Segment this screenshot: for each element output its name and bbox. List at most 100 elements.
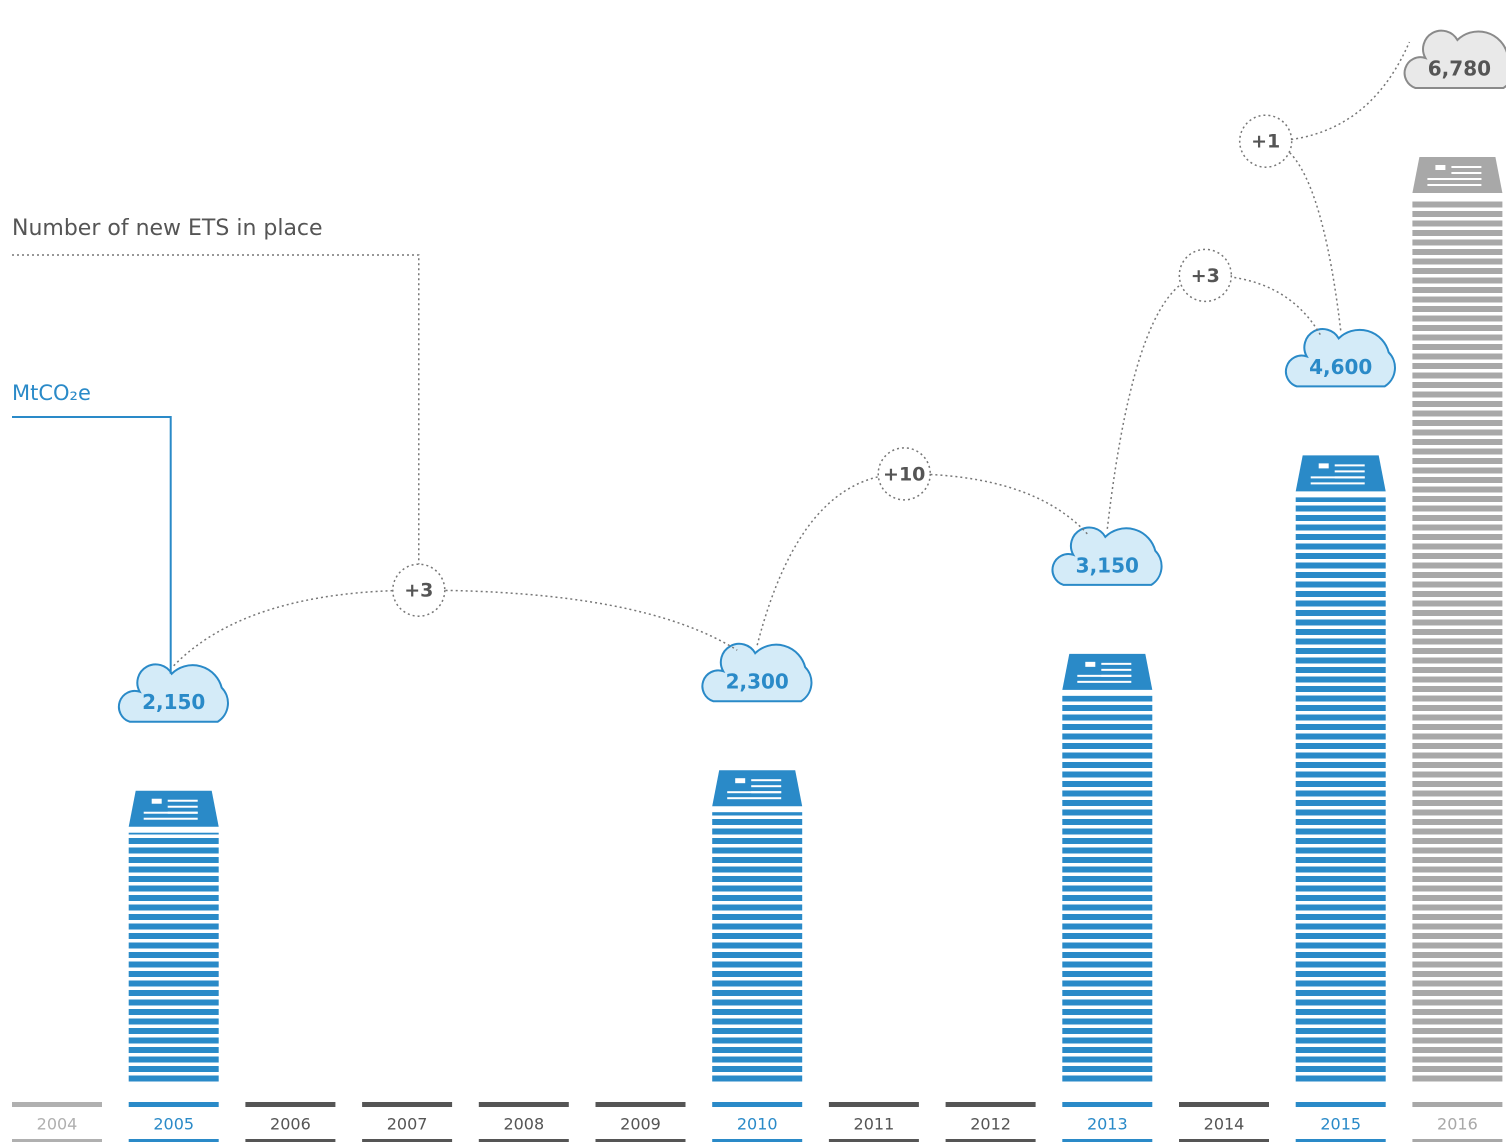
ets-circle	[1238, 114, 1293, 168]
x-tick-label: 2015	[1320, 1115, 1361, 1134]
baseline-segment	[362, 1102, 453, 1107]
baseline-segment	[1062, 1139, 1153, 1142]
bar-cap-icon	[1085, 661, 1096, 667]
ets-arc	[173, 589, 738, 667]
x-tick-label: 2009	[620, 1115, 661, 1134]
bar-cap-icon	[1435, 165, 1446, 170]
baseline-segment	[1295, 1139, 1386, 1142]
bar	[1295, 497, 1386, 1085]
baseline-segment	[712, 1139, 803, 1142]
ets-label: +3	[1191, 265, 1220, 287]
legend-emissions-label: MtCO₂e	[12, 381, 91, 405]
baseline-segment	[245, 1102, 336, 1107]
x-tick-label: 2008	[503, 1115, 544, 1134]
x-tick-label: 2010	[737, 1115, 778, 1134]
bar	[1412, 199, 1503, 1085]
bar-cap	[1062, 653, 1153, 690]
x-tick-label: 2007	[387, 1115, 428, 1134]
bar	[1062, 695, 1153, 1085]
bar-cap	[1295, 455, 1386, 492]
x-tick-label: 2014	[1204, 1115, 1245, 1134]
bar-cap-line	[727, 797, 782, 800]
baseline-segment	[362, 1139, 453, 1142]
value-label: 3,150	[1076, 553, 1139, 577]
x-tick-label: 2011	[854, 1115, 895, 1134]
bar-cap-line	[1077, 680, 1132, 683]
baseline-segment	[478, 1139, 569, 1142]
ets-label: +10	[883, 463, 925, 485]
value-label: 2,300	[726, 670, 789, 694]
baseline-segment	[712, 1102, 803, 1107]
baseline-segment	[828, 1139, 919, 1142]
baseline-segment	[595, 1139, 686, 1142]
bar-cap	[1412, 157, 1503, 193]
baseline-segment	[595, 1102, 686, 1107]
bar-cap-line	[1101, 668, 1132, 671]
bar-cap-line	[167, 805, 198, 808]
baseline-segment	[1179, 1139, 1269, 1142]
bar-cap	[712, 770, 803, 807]
legend-ets-label: Number of new ETS in place	[12, 216, 323, 241]
bar-cap-line	[1451, 166, 1482, 168]
bar-cap-line	[167, 799, 198, 802]
ets-label: +1	[1251, 131, 1280, 153]
bar-cap-icon	[735, 778, 746, 784]
legend-ets-connector	[12, 254, 420, 565]
baseline-segment	[945, 1139, 1036, 1142]
bar-cap-line	[751, 779, 782, 782]
cloud	[1403, 29, 1506, 89]
baseline-segment	[1412, 1102, 1503, 1107]
legend-emissions-connector	[12, 416, 172, 674]
baseline-segment	[945, 1102, 1036, 1107]
baseline-segment	[1295, 1102, 1386, 1107]
baseline-segment	[245, 1139, 336, 1142]
ets-arc	[756, 473, 1088, 646]
value-label: 6,780	[1428, 57, 1491, 81]
bar-cap-line	[727, 791, 782, 794]
baseline-segment	[12, 1139, 102, 1142]
bar-cap-line	[1451, 172, 1482, 174]
value-label: 2,150	[142, 690, 205, 714]
bar-cap-line	[1334, 470, 1365, 473]
cloud	[701, 642, 813, 703]
bar-cap-icon	[1318, 463, 1329, 469]
cloud	[117, 663, 229, 723]
bar-cap-line	[1310, 482, 1365, 485]
bar-cap	[128, 790, 219, 827]
value-label: 4,600	[1309, 355, 1372, 379]
x-tick-label: 2005	[153, 1115, 194, 1134]
x-tick-label: 2012	[970, 1115, 1011, 1134]
bar-cap-line	[1427, 178, 1482, 180]
x-tick-label: 2013	[1087, 1115, 1128, 1134]
x-tick-label: 2004	[37, 1115, 78, 1134]
ets-arc	[1106, 274, 1322, 529]
bar	[128, 832, 219, 1085]
baseline-segment	[128, 1102, 219, 1107]
ets-arc	[1265, 41, 1411, 331]
bar-cap-icon	[151, 798, 162, 804]
bar-cap-line	[1427, 184, 1482, 186]
x-tick-label: 2016	[1437, 1115, 1478, 1134]
x-tick-label: 2006	[270, 1115, 311, 1134]
baseline-segment	[478, 1102, 569, 1107]
bar-cap-line	[1310, 476, 1365, 479]
bar-cap-line	[1334, 464, 1365, 467]
baseline-segment	[1179, 1102, 1269, 1107]
cloud	[1284, 328, 1396, 388]
baseline-segment	[128, 1139, 219, 1142]
bar-cap-line	[143, 811, 198, 814]
bar-cap-line	[751, 785, 782, 788]
cloud	[1051, 526, 1163, 586]
baseline-segment	[1062, 1102, 1153, 1107]
ets-label: +3	[404, 580, 433, 602]
ets-circle	[1178, 248, 1233, 303]
baseline-segment	[828, 1102, 919, 1107]
bar-cap-line	[143, 817, 198, 820]
ets-circle	[877, 447, 931, 501]
bar-cap-line	[1077, 674, 1132, 677]
bar	[712, 812, 803, 1085]
baseline-segment	[1412, 1139, 1503, 1142]
baseline-segment	[12, 1102, 102, 1107]
